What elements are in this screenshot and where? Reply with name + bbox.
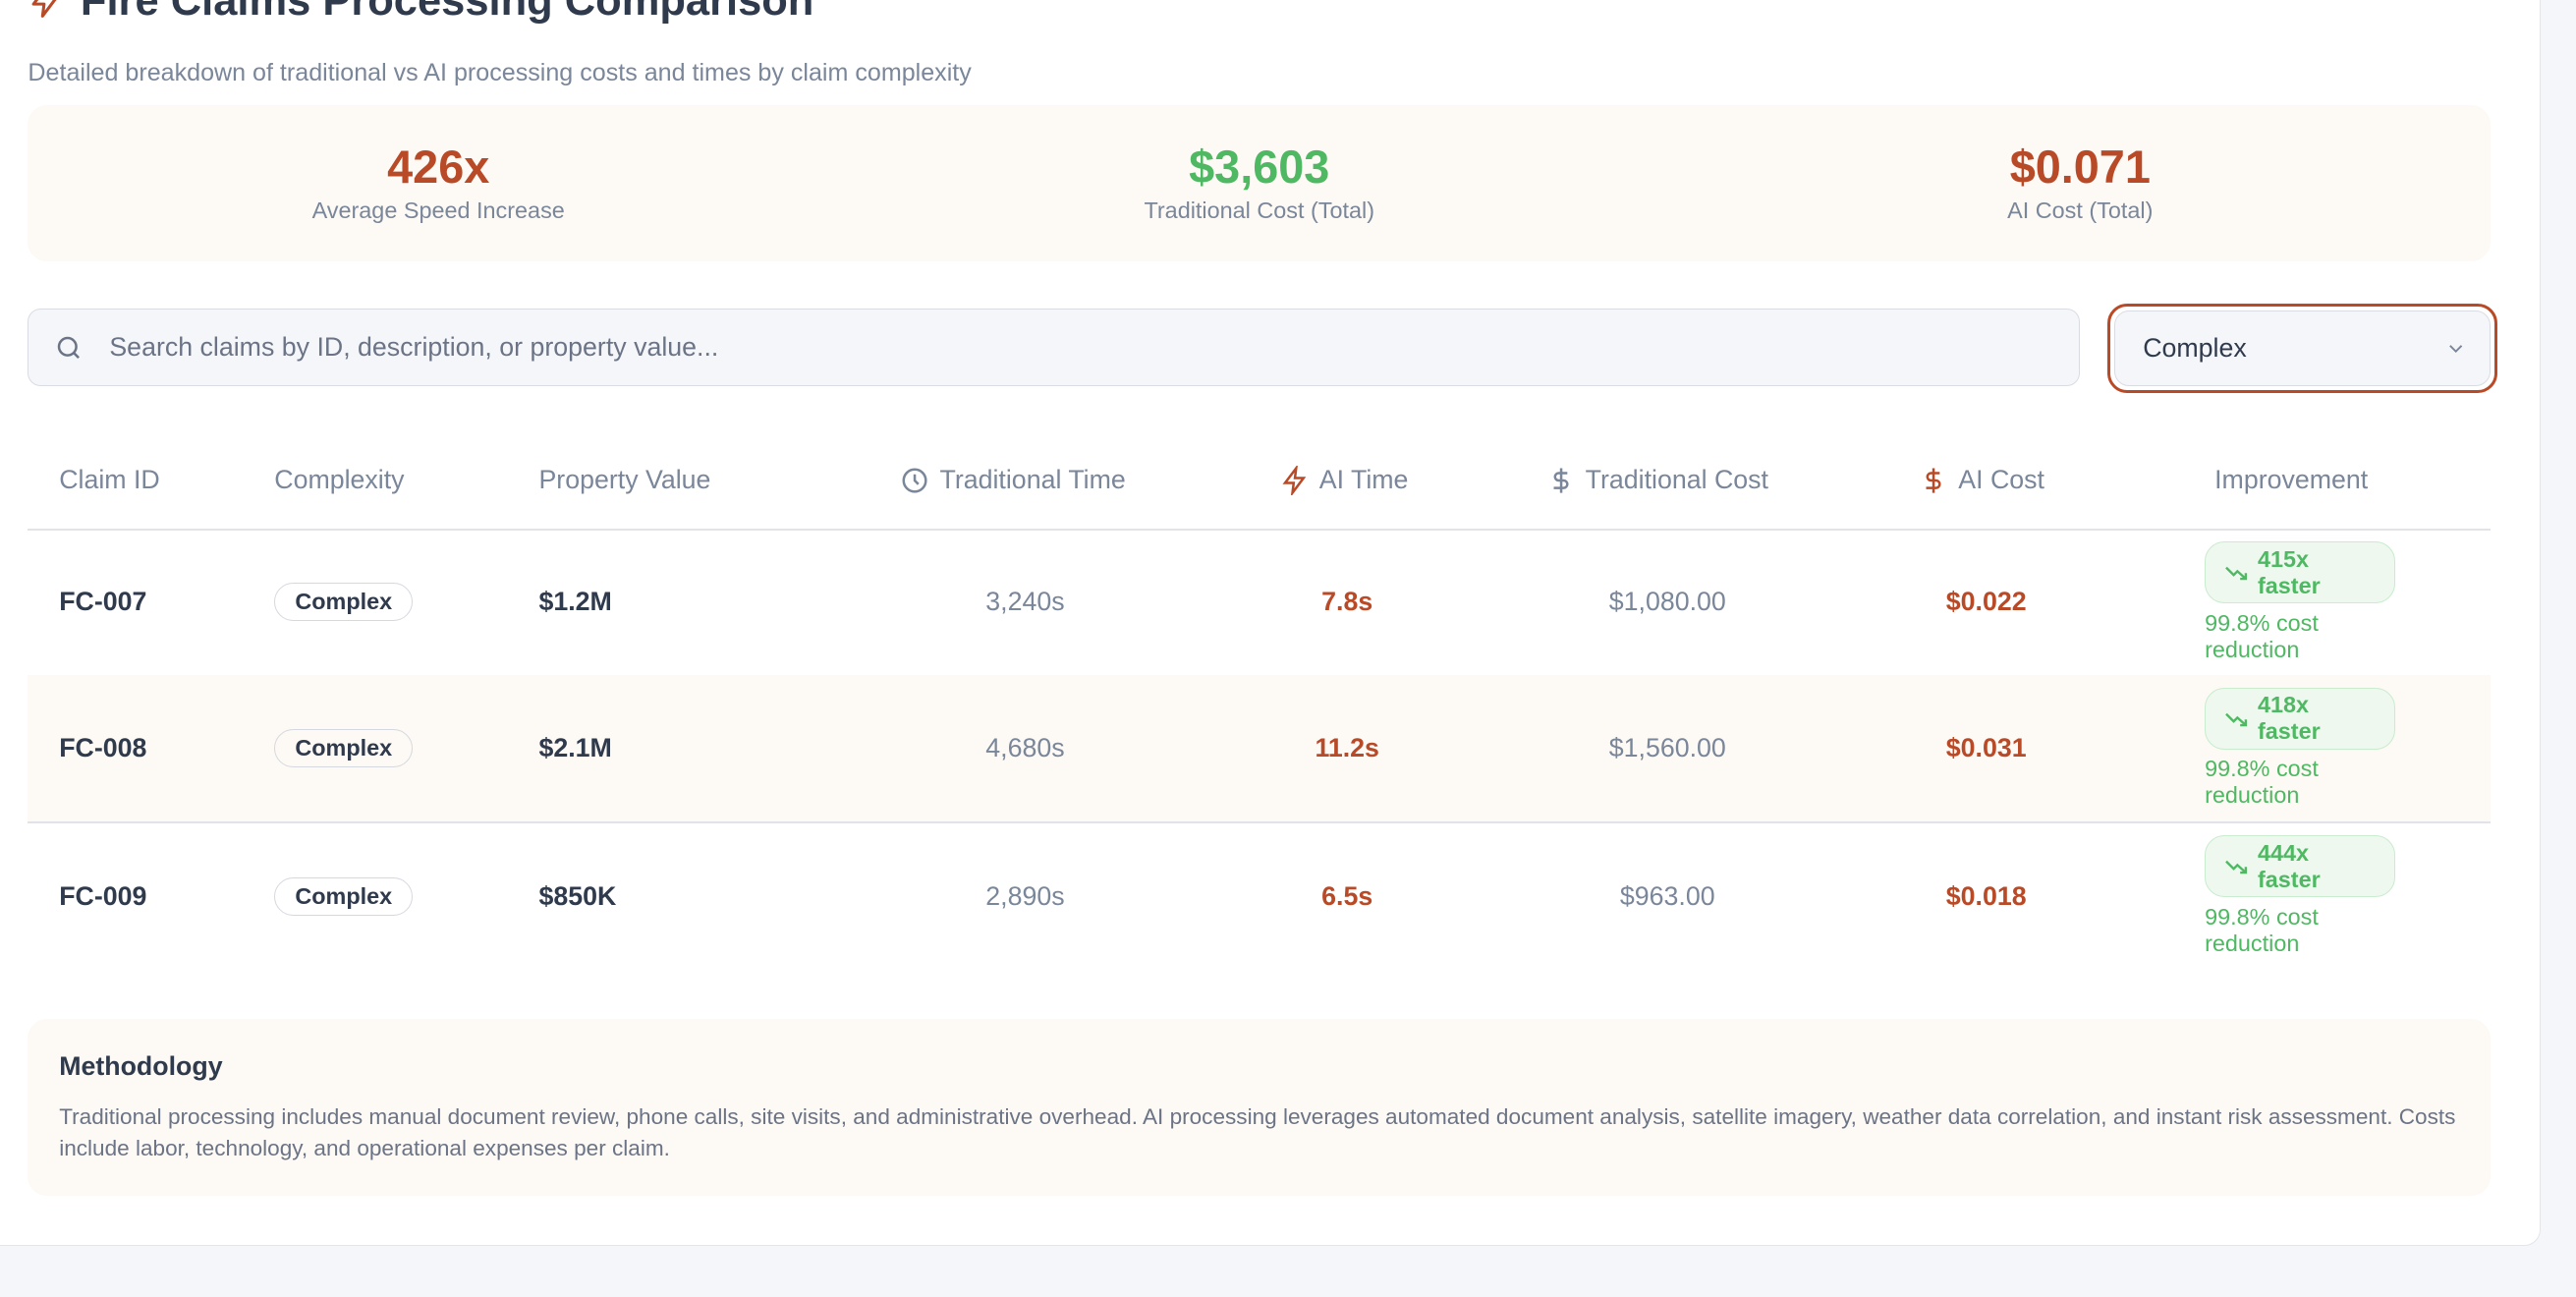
traditional-time: 2,890s: [985, 880, 1065, 911]
complexity-cell: Complex: [274, 675, 414, 821]
ai-cost: $0.031: [1945, 733, 2027, 763]
stat-value: $3,603: [1189, 141, 1330, 193]
methodology-title: Methodology: [59, 1051, 223, 1082]
header-improvement: Improvement: [2214, 465, 2369, 495]
stat-traditional-cost: $3,603 Traditional Cost (Total): [849, 105, 1670, 261]
traditional-time: 4,680s: [985, 733, 1065, 763]
stat-speed: 426x Average Speed Increase: [28, 105, 849, 261]
header-claim-id: Claim ID: [59, 465, 160, 495]
complexity-badge: Complex: [274, 583, 414, 622]
divider: [28, 821, 2492, 823]
search-box[interactable]: [28, 309, 2080, 386]
lightning-icon: [1282, 465, 1306, 495]
table-row[interactable]: FC-007 Complex $1.2M 3,240s 7.8s $1,080.…: [28, 529, 2491, 675]
table-row[interactable]: FC-009 Complex $850K 2,890s 6.5s $963.00…: [28, 823, 2491, 970]
speed-badge: 444x faster: [2205, 835, 2396, 898]
traditional-time: 3,240s: [985, 587, 1065, 617]
improvement-cell: 418x faster 99.8% cost reduction: [2205, 675, 2396, 821]
property-value: $850K: [538, 880, 617, 911]
divider: [28, 529, 2492, 532]
methodology-text: Traditional processing includes manual d…: [59, 1104, 2456, 1161]
chevron-down-icon: [2448, 344, 2462, 353]
lightning-icon: [32, 0, 57, 18]
search-icon: [57, 336, 80, 359]
complexity-badge: Complex: [274, 876, 414, 916]
cost-reduction: 99.8% cost reduction: [2205, 903, 2319, 956]
speed-badge: 418x faster: [2205, 687, 2396, 750]
improvement-cell: 415x faster 99.8% cost reduction: [2205, 529, 2396, 675]
title-text: Fire Claims Processing Comparison: [80, 0, 814, 25]
traditional-cost: $1,080.00: [1608, 587, 1726, 617]
stat-label: Traditional Cost (Total): [1144, 197, 1375, 223]
page-title: Fire Claims Processing Comparison: [28, 0, 813, 26]
header-label: Traditional Cost: [1585, 465, 1768, 495]
stat-value: 426x: [387, 141, 490, 193]
header-label: Traditional Time: [939, 465, 1126, 495]
dollar-icon: [1926, 468, 1941, 493]
trending-down-icon: [2225, 566, 2248, 581]
header-label: AI Cost: [1958, 465, 2044, 495]
improvement-cell: 444x faster 99.8% cost reduction: [2205, 823, 2396, 970]
header-label: AI Time: [1318, 465, 1409, 495]
summary-stats: 426x Average Speed Increase $3,603 Traditi…: [28, 105, 2492, 261]
header-complexity: Complexity: [274, 465, 405, 495]
dollar-icon: [1553, 468, 1569, 493]
complexity-cell: Complex: [274, 823, 414, 970]
header-traditional-cost: Traditional Cost: [1546, 465, 1768, 495]
claim-id: FC-009: [59, 880, 147, 911]
stat-label: AI Cost (Total): [2007, 197, 2154, 223]
cost-reduction: 99.8% cost reduction: [2205, 756, 2319, 809]
header-ai-time: AI Time: [1280, 465, 1409, 495]
complexity-filter-select[interactable]: Complex: [2107, 304, 2497, 393]
clock-icon: [902, 468, 927, 493]
speed-text: 444x faster: [2257, 839, 2321, 892]
trending-down-icon: [2225, 861, 2248, 874]
traditional-cost: $1,560.00: [1608, 733, 1726, 763]
ai-time: 7.8s: [1321, 587, 1373, 617]
header-property-value: Property Value: [538, 465, 711, 495]
header-traditional-time: Traditional Time: [900, 465, 1126, 495]
ai-time: 11.2s: [1315, 733, 1379, 763]
claim-id: FC-008: [59, 733, 147, 763]
complexity-cell: Complex: [274, 529, 414, 675]
property-value: $2.1M: [538, 733, 612, 763]
speed-text: 418x faster: [2257, 692, 2321, 745]
trending-down-icon: [2225, 712, 2248, 727]
table-row[interactable]: FC-008 Complex $2.1M 4,680s 11.2s $1,560…: [28, 675, 2492, 822]
claim-id: FC-007: [59, 587, 147, 617]
header-ai-cost: AI Cost: [1919, 465, 2044, 495]
methodology-box: Methodology Traditional processing inclu…: [28, 1018, 2492, 1197]
cost-reduction: 99.8% cost reduction: [2205, 609, 2319, 662]
property-value: $1.2M: [538, 587, 612, 617]
ai-cost: $0.022: [1945, 587, 2027, 617]
page-subtitle: Detailed breakdown of traditional vs AI …: [28, 59, 972, 87]
stat-label: Average Speed Increase: [311, 197, 565, 223]
select-value: Complex: [2143, 332, 2247, 363]
ai-cost: $0.018: [1945, 880, 2027, 911]
complexity-badge: Complex: [274, 729, 414, 768]
search-input[interactable]: [106, 330, 2079, 365]
speed-text: 415x faster: [2257, 545, 2321, 598]
ai-time: 6.5s: [1321, 880, 1373, 911]
speed-badge: 415x faster: [2205, 541, 2396, 603]
stat-ai-cost: $0.071 AI Cost (Total): [1670, 105, 2492, 261]
stat-value: $0.071: [2009, 141, 2151, 193]
traditional-cost: $963.00: [1619, 880, 1715, 911]
